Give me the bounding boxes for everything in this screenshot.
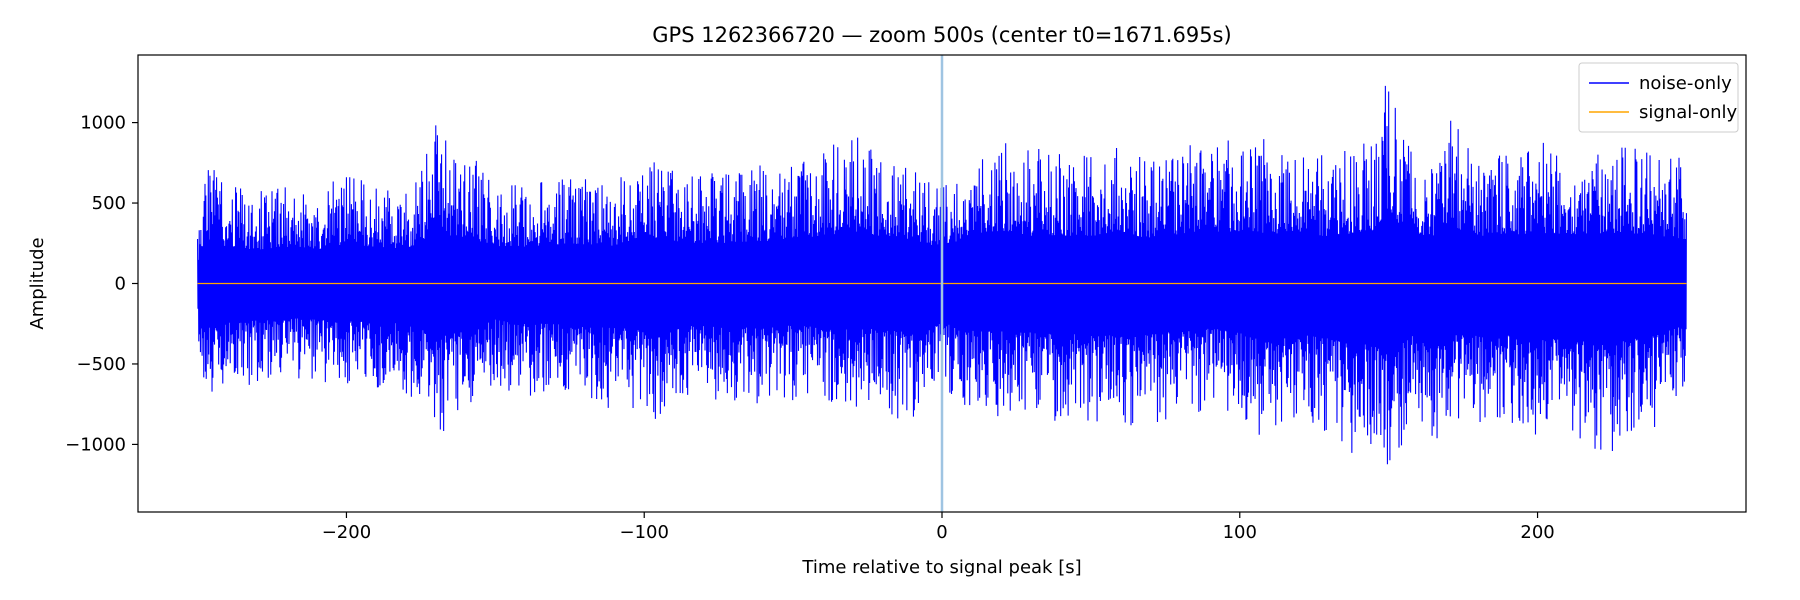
series-layer	[197, 55, 1687, 512]
x-tick-label: −200	[322, 522, 371, 543]
legend-label: signal-only	[1639, 102, 1737, 123]
y-axis: −1000 −500 0 500 1000	[65, 113, 138, 455]
y-tick-label: −500	[77, 354, 126, 375]
y-tick-label: 1000	[80, 113, 126, 134]
y-tick-label: −1000	[65, 434, 126, 455]
x-tick-label: 0	[936, 522, 947, 543]
x-axis-label: Time relative to signal peak [s]	[801, 557, 1081, 578]
x-tick-label: 200	[1520, 522, 1554, 543]
x-axis: −200 −100 0 100 200	[322, 512, 1555, 543]
legend-label: noise-only	[1639, 73, 1732, 94]
y-tick-label: 0	[115, 274, 126, 295]
y-axis-label: Amplitude	[27, 237, 48, 329]
legend: noise-only signal-only	[1578, 62, 1739, 133]
legend-box	[1578, 62, 1739, 133]
y-tick-label: 500	[92, 193, 126, 214]
x-tick-label: 100	[1223, 522, 1257, 543]
x-tick-label: −100	[619, 522, 668, 543]
chart-title: GPS 1262366720 — zoom 500s (center t0=16…	[652, 23, 1231, 47]
